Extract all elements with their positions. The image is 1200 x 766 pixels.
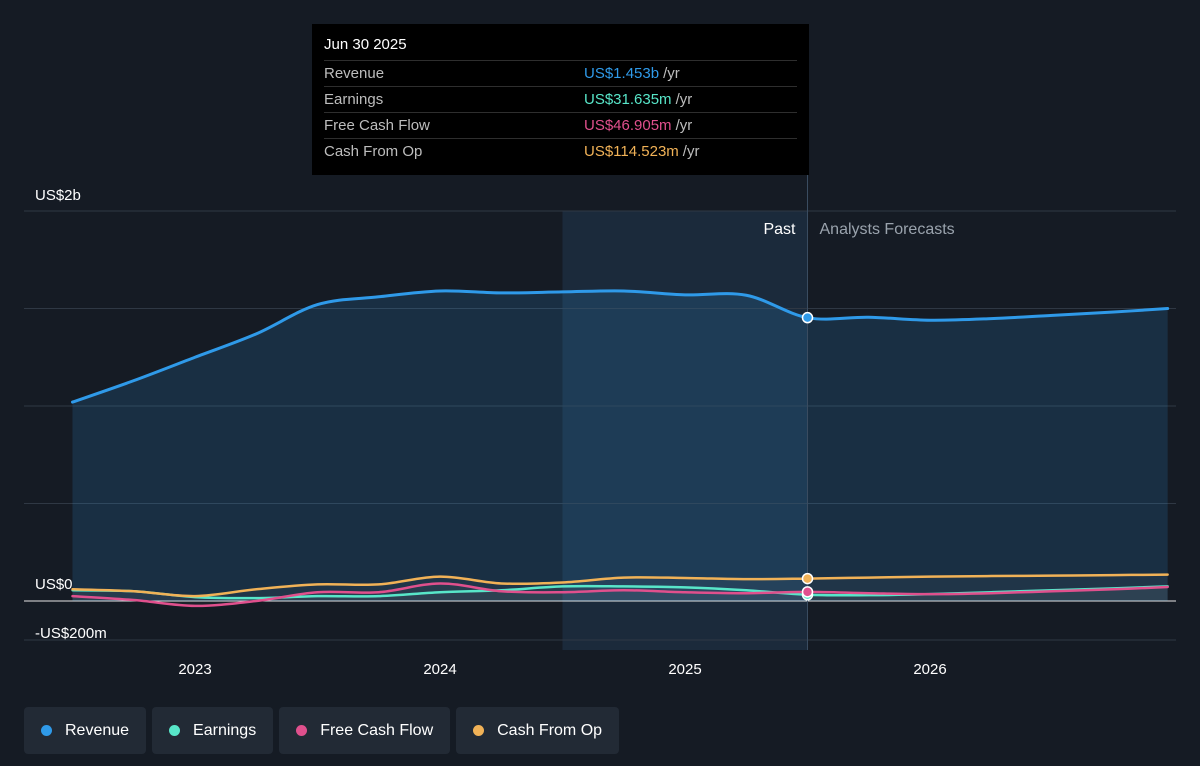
- legend-item-earnings[interactable]: Earnings: [152, 707, 274, 754]
- series-marker-0: [801, 311, 814, 324]
- tooltip-unit: /yr: [682, 143, 700, 160]
- y-axis-labels: US$2b US$0 -US$200m: [35, 187, 107, 642]
- tooltip-label: Free Cash Flow: [324, 117, 430, 134]
- tooltip-unit: /yr: [675, 117, 693, 134]
- tooltip-row-revenue: Revenue US$1.453b /yr: [324, 60, 797, 86]
- tooltip-value: US$46.905m: [584, 117, 672, 134]
- legend-label: Revenue: [65, 721, 130, 739]
- tooltip-value: US$31.635m: [584, 91, 672, 108]
- series-area-0: [72, 290, 1168, 601]
- legend-label: Free Cash Flow: [320, 721, 434, 739]
- tooltip-unit: /yr: [663, 65, 680, 82]
- legend-label: Earnings: [193, 721, 257, 739]
- tooltip-label: Revenue: [324, 65, 385, 82]
- x-tick-label: 2025: [668, 661, 701, 678]
- legend-dot-icon: [169, 725, 181, 736]
- legend-item-free-cash-flow[interactable]: Free Cash Flow: [279, 707, 451, 754]
- legend-dot-icon: [296, 725, 308, 736]
- tooltip-value: US$1.453b: [584, 65, 660, 82]
- series-areas: [72, 290, 1168, 601]
- legend-item-revenue[interactable]: Revenue: [24, 707, 147, 754]
- legend-label: Cash From Op: [497, 721, 603, 739]
- x-tick-label: 2023: [178, 661, 211, 678]
- legend-dot-icon: [41, 725, 52, 736]
- tooltip-label: Cash From Op: [324, 143, 423, 160]
- x-tick-label: 2024: [423, 661, 456, 678]
- series-line-3: [71, 573, 1169, 598]
- data-tooltip: Jun 30 2025 Revenue US$1.453b /yr Earnin…: [312, 24, 809, 175]
- tooltip-unit: /yr: [675, 91, 693, 108]
- x-tick-label: 2026: [913, 661, 946, 678]
- series-marker-2: [801, 586, 814, 598]
- legend-item-cash-from-op[interactable]: Cash From Op: [456, 707, 620, 754]
- y-tick-label: US$2b: [35, 187, 81, 204]
- tooltip-value: US$114.523m: [584, 143, 679, 160]
- series-marker-3: [801, 572, 814, 585]
- series-lines: [71, 289, 1170, 608]
- series-line-0: [71, 289, 1170, 404]
- forecast-label: Analysts Forecasts: [820, 221, 955, 238]
- y-tick-label: US$0: [35, 576, 73, 593]
- chart-legend: Revenue Earnings Free Cash Flow Cash Fro…: [24, 707, 620, 754]
- series-line-2: [71, 582, 1169, 608]
- x-axis-labels: 2023 2024 2025 2026: [178, 661, 946, 678]
- gridlines: [24, 210, 1176, 641]
- tooltip-label: Earnings: [324, 91, 384, 108]
- tooltip-row-free-cash-flow: Free Cash Flow US$46.905m /yr: [324, 112, 797, 138]
- series-markers: [801, 311, 814, 601]
- past-label: Past: [763, 221, 796, 238]
- legend-dot-icon: [473, 725, 485, 736]
- tooltip-row-cash-from-op: Cash From Op US$114.523m /yr: [324, 138, 797, 164]
- y-tick-label: -US$200m: [35, 625, 107, 642]
- tooltip-row-earnings: Earnings US$31.635m /yr: [324, 86, 797, 112]
- tooltip-date: Jun 30 2025: [324, 36, 407, 53]
